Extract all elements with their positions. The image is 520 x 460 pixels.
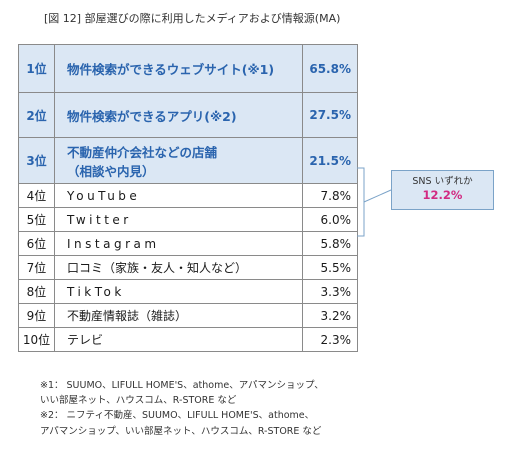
sns-annotation-label: SNS いずれか: [412, 176, 473, 187]
media-name-line: 物件検索ができるウェブサイト(※1): [67, 62, 275, 77]
media-name-line: Twitter: [67, 212, 132, 227]
table-row: 3位 不動産仲介会社などの店舗 （相談や内見） 21.5%: [18, 137, 358, 184]
media-name-line: YouTube: [67, 188, 141, 203]
table-row: 1位 物件検索ができるウェブサイト(※1) 65.8%: [18, 44, 358, 93]
media-name-line: 物件検索ができるアプリ(※2): [67, 108, 237, 124]
media-name-cell: 不動産情報誌（雑誌）: [54, 303, 303, 328]
ranking-table: 1位 物件検索ができるウェブサイト(※1) 65.8% 2位 物件検索ができるアプリ(※…: [18, 44, 358, 352]
table-row: 2位 物件検索ができるアプリ(※2) 27.5%: [18, 92, 358, 138]
table-row: 4位 YouTube 7.8%: [18, 183, 358, 208]
footnote-line: アパマンショップ、いい部屋ネット、ハウスコム、R-STORE など: [40, 425, 322, 437]
percent-cell: 7.8%: [302, 183, 358, 208]
table-row: 9位 不動産情報誌（雑誌） 3.2%: [18, 303, 358, 328]
footnote-line: ※1： SUUMO、LIFULL HOME'S、athome、アパマンショップ、: [40, 380, 324, 391]
rank-cell: 8位: [18, 279, 55, 304]
footnote-line: ※2： ニフティ不動産、SUUMO、LIFULL HOME'S、athome、: [40, 410, 315, 422]
media-name-line: （相談や内見）: [67, 163, 155, 179]
rank-cell: 2位: [18, 92, 55, 138]
media-name-cell: テレビ: [54, 327, 303, 352]
sns-annotation-value: 12.2%: [422, 188, 463, 203]
sns-bracket-line: [357, 167, 365, 237]
media-name-line: 不動産情報誌（雑誌）: [67, 309, 188, 323]
media-name-line: テレビ: [67, 333, 104, 347]
sns-annotation-box: SNS いずれか 12.2%: [391, 170, 494, 210]
media-name-line: 不動産仲介会社などの店舗: [67, 144, 218, 160]
media-name-cell: Instagram: [54, 231, 303, 256]
rank-cell: 3位: [18, 137, 55, 184]
percent-cell: 5.5%: [302, 255, 358, 280]
chart-title: [図 12] 部屋選びの際に利用したメディアおよび情報源(MA): [44, 12, 341, 25]
percent-cell: 21.5%: [302, 137, 358, 184]
media-name-cell: 物件検索ができるアプリ(※2): [54, 92, 303, 138]
media-name-cell: Twitter: [54, 207, 303, 232]
sns-connector-line: [363, 189, 392, 203]
table-row: 10位 テレビ 2.3%: [18, 327, 358, 352]
table-row: 7位 口コミ（家族・友人・知人など） 5.5%: [18, 255, 358, 280]
media-name-cell: YouTube: [54, 183, 303, 208]
media-name-cell: 物件検索ができるウェブサイト(※1): [54, 44, 303, 93]
percent-cell: 65.8%: [302, 44, 358, 93]
percent-cell: 3.2%: [302, 303, 358, 328]
rank-cell: 4位: [18, 183, 55, 208]
table-row: 6位 Instagram 5.8%: [18, 231, 358, 256]
media-name-line: Instagram: [67, 236, 160, 251]
media-name-line: 口コミ（家族・友人・知人など）: [67, 261, 248, 275]
footnotes: ※1： SUUMO、LIFULL HOME'S、athome、アパマンショップ、…: [40, 378, 324, 439]
rank-cell: 10位: [18, 327, 55, 352]
percent-cell: 5.8%: [302, 231, 358, 256]
percent-cell: 2.3%: [302, 327, 358, 352]
footnote-line: いい部屋ネット、ハウスコム、R-STORE など: [40, 395, 237, 407]
media-name-line: TikTok: [67, 284, 125, 299]
media-name-cell: 不動産仲介会社などの店舗 （相談や内見）: [54, 137, 303, 184]
rank-cell: 7位: [18, 255, 55, 280]
